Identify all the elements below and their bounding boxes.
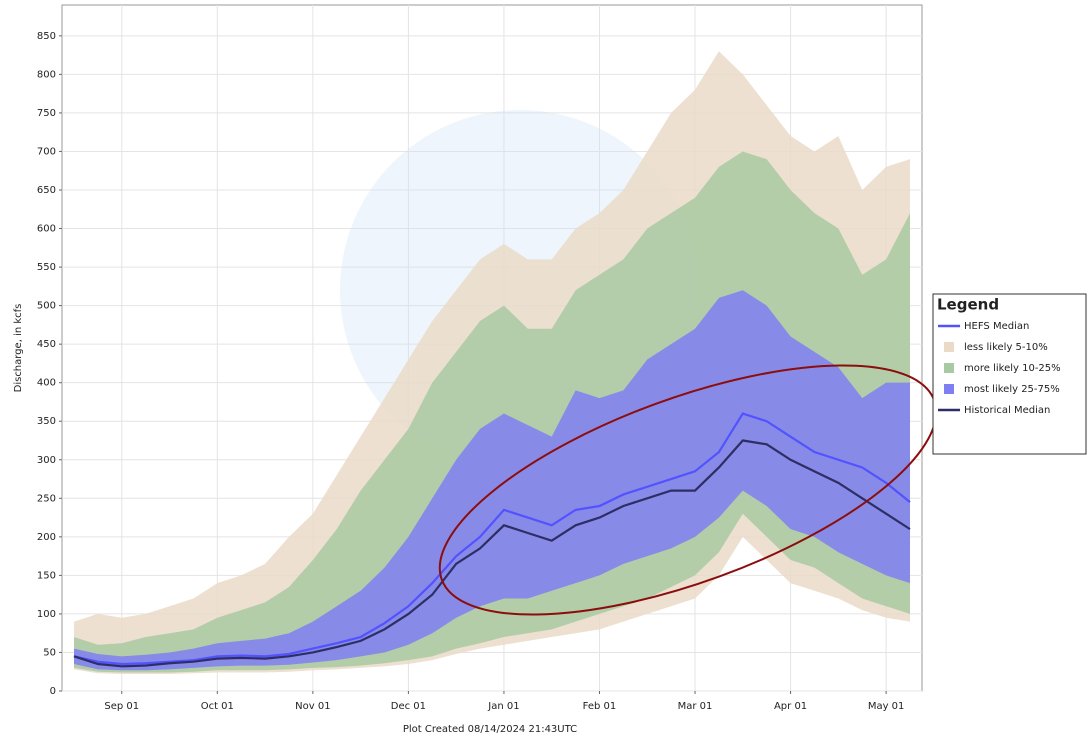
y-tick-label: 650 [37,185,56,196]
y-tick-label: 400 [37,378,56,389]
x-tick-label: Sep 01 [104,701,139,712]
legend-label: more likely 10-25% [964,363,1061,374]
y-tick-label: 850 [37,31,56,42]
band [74,151,910,673]
legend-swatch [944,342,954,352]
x-tick-label: Dec 01 [391,701,426,712]
legend: Legend HEFS Median less likely 5-10% more … [932,293,1087,455]
x-tick-label: Feb 01 [583,701,617,712]
legend-title: Legend [937,296,999,314]
x-tick-label: Nov 01 [295,701,330,712]
y-tick-label: 550 [37,262,56,273]
y-tick-label: 0 [50,686,56,697]
y-tick-label: 150 [37,570,56,581]
x-tick-label: Apr 01 [774,701,807,712]
y-tick-label: 450 [37,339,56,350]
legend-box [932,293,1087,455]
y-tick-label: 50 [43,647,56,658]
legend-swatch [944,363,954,373]
y-tick-label: 300 [37,455,56,466]
legend-label: most likely 25-75% [964,384,1060,395]
y-tick-label: 250 [37,493,56,504]
x-tick-label: Mar 01 [678,701,713,712]
x-tick-label: Oct 01 [201,701,234,712]
legend-label: less likely 5-10% [964,342,1048,353]
band [74,290,910,671]
legend-label: HEFS Median [964,321,1029,332]
marks [73,51,911,675]
x-tick-label: May 01 [868,701,905,712]
x-axis-label: Plot Created 08/14/2024 21:43UTC [403,724,577,735]
legend-label: Historical Median [964,405,1050,416]
y-tick-label: 100 [37,609,56,620]
median-line [73,439,911,668]
x-tick-label: Jan 01 [487,701,519,712]
y-tick-label: 700 [37,146,56,157]
y-tick-label: 750 [37,108,56,119]
y-tick-label: 600 [37,224,56,235]
y-tick-label: 350 [37,416,56,427]
y-tick-label: 500 [37,301,56,312]
y-tick-label: 200 [37,532,56,543]
y-axis-label: Discharge, in kcfs [13,304,24,393]
median-line [73,412,911,666]
y-tick-label: 800 [37,69,56,80]
legend-swatch [944,384,954,394]
